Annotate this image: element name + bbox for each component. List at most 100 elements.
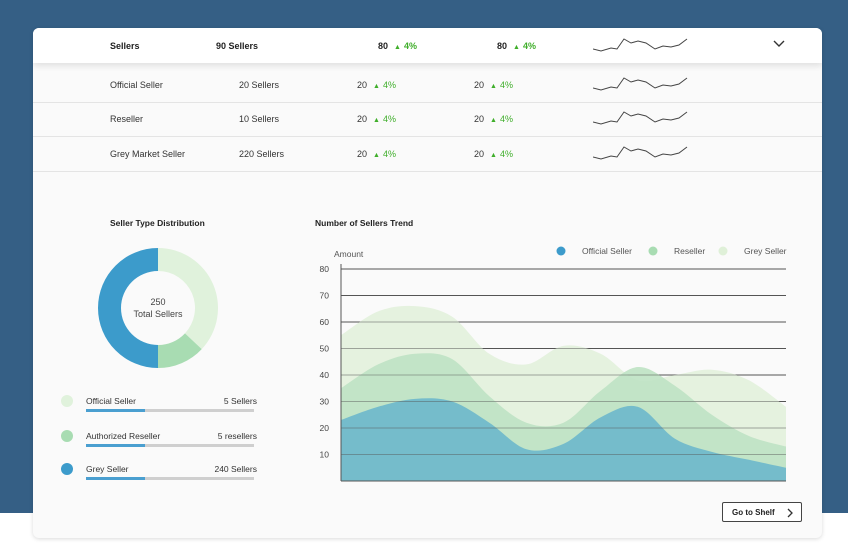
metric-1-change: ▲ 4%	[373, 114, 396, 124]
legend-dot-icon	[556, 246, 566, 256]
legend-value: 5 Sellers	[223, 396, 257, 406]
legend-dot-icon	[648, 246, 658, 256]
metric-1-value: 80	[378, 40, 389, 51]
y-tick-label: 10	[320, 450, 330, 460]
area-chart: Amount 10 20 30 40 50 60 70 80 Official Seller Res…	[320, 246, 787, 482]
legend-label[interactable]: Official Seller	[582, 246, 632, 256]
donut-slice-official-seller[interactable]	[158, 248, 218, 350]
metric-2-value: 20	[474, 149, 485, 159]
trend-title: Number of Sellers Trend	[315, 218, 414, 228]
go-to-shelf-button[interactable]: Go to Shelf	[722, 502, 802, 522]
metric-1-change: ▲ 4%	[373, 80, 396, 90]
legend-label: Grey Seller	[86, 464, 129, 474]
metric-2-change: ▲ 4%	[490, 114, 513, 124]
metric-2: 20 ▲ 4%	[474, 102, 513, 136]
metric-2-change: ▲ 4%	[490, 80, 513, 90]
up-arrow-icon: ▲	[373, 117, 380, 124]
legend-item-grey-seller[interactable]: Grey Seller 240 Sellers	[61, 463, 257, 493]
table-row[interactable]: Reseller 10 Sellers 20 ▲ 4% 20 ▲ 4%	[33, 102, 822, 137]
legend-progress-fill	[86, 409, 145, 412]
metric-2-value: 80	[497, 40, 508, 51]
metric-2-value: 20	[474, 114, 485, 124]
table-row[interactable]: Official Seller 20 Sellers 20 ▲ 4% 20 ▲ 4%	[33, 68, 822, 103]
metric-1-change-value: 4%	[382, 80, 396, 90]
metric-1-change: ▲ 4%	[373, 149, 396, 159]
metric-1-change-value: 4%	[382, 114, 396, 124]
chevron-down-icon[interactable]	[773, 40, 785, 48]
metric-2-change: ▲ 4%	[490, 149, 513, 159]
seller-type: Grey Market Seller	[110, 149, 186, 159]
donut-slice-grey-seller[interactable]	[98, 248, 158, 368]
legend-label: Authorized Reseller	[86, 431, 161, 441]
legend-progress-fill	[86, 444, 145, 447]
y-axis-label: Amount	[334, 249, 364, 259]
metric-2-value: 20	[474, 80, 485, 90]
seller-count: 20 Sellers	[239, 80, 280, 90]
up-arrow-icon: ▲	[373, 83, 380, 90]
legend-progress-bar	[86, 477, 254, 480]
seller-count: 10 Sellers	[239, 114, 280, 124]
metric-2-change-value: 4%	[499, 149, 513, 159]
up-arrow-icon: ▲	[490, 152, 497, 159]
sparkline	[593, 111, 688, 125]
legend-progress-bar	[86, 444, 254, 447]
legend-label[interactable]: Reseller	[674, 246, 705, 256]
sparkline-chart	[593, 77, 688, 91]
sellers-card: Sellers 90 Sellers 80 ▲ 4% 80 ▲ 4% Officia…	[33, 28, 822, 538]
sparkline	[593, 38, 688, 52]
legend-progress-fill	[86, 477, 145, 480]
up-arrow-icon: ▲	[394, 43, 401, 51]
legend-label: Official Seller	[86, 396, 136, 406]
sparkline-chart	[593, 146, 688, 160]
metric-1-value: 20	[357, 114, 368, 124]
legend-progress-bar	[86, 409, 254, 412]
total-label: Total Sellers	[133, 309, 183, 319]
legend-dot-icon	[61, 463, 73, 475]
y-tick-label: 20	[320, 423, 330, 433]
metric-1-value: 20	[357, 149, 368, 159]
donut-slice-authorized-reseller[interactable]	[158, 333, 202, 368]
legend-dot-icon	[61, 395, 73, 407]
metric-1-change-value: 4%	[382, 149, 396, 159]
legend-dot-icon	[718, 246, 728, 256]
legend-value: 5 resellers	[217, 431, 257, 441]
y-tick-label: 40	[320, 370, 330, 380]
metric-1: 20 ▲ 4%	[357, 102, 396, 136]
seller-type: Official Seller	[110, 80, 163, 90]
up-arrow-icon: ▲	[373, 152, 380, 159]
metric-1-change-value: 4%	[403, 40, 417, 51]
metric-1: 80 ▲ 4%	[378, 28, 417, 63]
distribution-title: Seller Type Distribution	[110, 218, 205, 228]
metric-2: 20 ▲ 4%	[474, 137, 513, 171]
table-row[interactable]: Grey Market Seller 220 Sellers 20 ▲ 4% 20…	[33, 137, 822, 172]
up-arrow-icon: ▲	[513, 43, 520, 51]
legend-item-authorized-reseller[interactable]: Authorized Reseller 5 resellers	[61, 430, 257, 460]
seller-count: 220 Sellers	[239, 149, 285, 159]
y-tick-label: 60	[320, 317, 330, 327]
metric-1-change: ▲ 4%	[394, 41, 417, 51]
donut-center: 250 Total Sellers	[128, 296, 188, 320]
metric-1-value: 20	[357, 80, 368, 90]
y-tick-label: 80	[320, 264, 330, 274]
legend-item-official-seller[interactable]: Official Seller 5 Sellers	[61, 395, 257, 425]
metric-1: 20 ▲ 4%	[357, 137, 396, 171]
metric-2-change-value: 4%	[499, 80, 513, 90]
y-tick-label: 50	[320, 344, 330, 354]
metric-2-change-value: 4%	[499, 114, 513, 124]
sparkline	[593, 77, 688, 91]
seller-count: 90 Sellers	[216, 40, 259, 51]
up-arrow-icon: ▲	[490, 117, 497, 124]
metric-2-change-value: 4%	[522, 40, 536, 51]
legend-value: 240 Sellers	[214, 464, 257, 474]
y-tick-label: 70	[320, 291, 330, 301]
table-header-row[interactable]: Sellers 90 Sellers 80 ▲ 4% 80 ▲ 4%	[33, 28, 822, 63]
metric-2: 80 ▲ 4%	[497, 28, 536, 63]
up-arrow-icon: ▲	[490, 83, 497, 90]
sparkline	[593, 146, 688, 160]
chevron-right-icon	[787, 508, 793, 518]
legend-label[interactable]: Grey Seller	[744, 246, 787, 256]
seller-type: Reseller	[110, 114, 144, 124]
area-series-official-seller	[341, 398, 786, 481]
metric-2-change: ▲ 4%	[513, 41, 536, 51]
metric-1: 20 ▲ 4%	[357, 68, 396, 102]
